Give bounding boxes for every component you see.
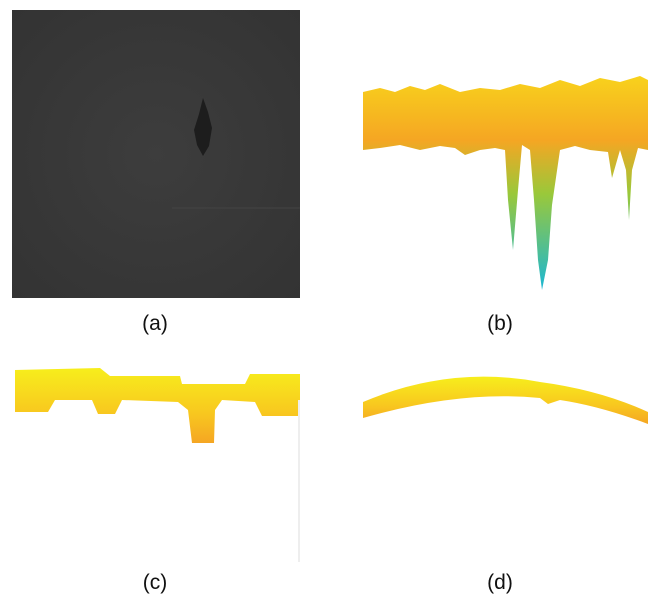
panel-d: (d) (363, 377, 648, 594)
panel-label: (c) (143, 571, 168, 594)
panel-c: (c) (15, 368, 300, 594)
smoothed-profile (15, 368, 300, 443)
panel-label: (b) (487, 312, 513, 335)
fitted-arc (363, 377, 648, 424)
surface-profile (363, 76, 648, 290)
panel-label: (d) (487, 571, 513, 594)
figure: (a) (b) (c) (d) (0, 0, 654, 599)
panel-b: (b) (363, 76, 648, 335)
panel-a: (a) (12, 10, 300, 335)
gray-image (12, 10, 300, 298)
panel-label: (a) (142, 312, 168, 335)
